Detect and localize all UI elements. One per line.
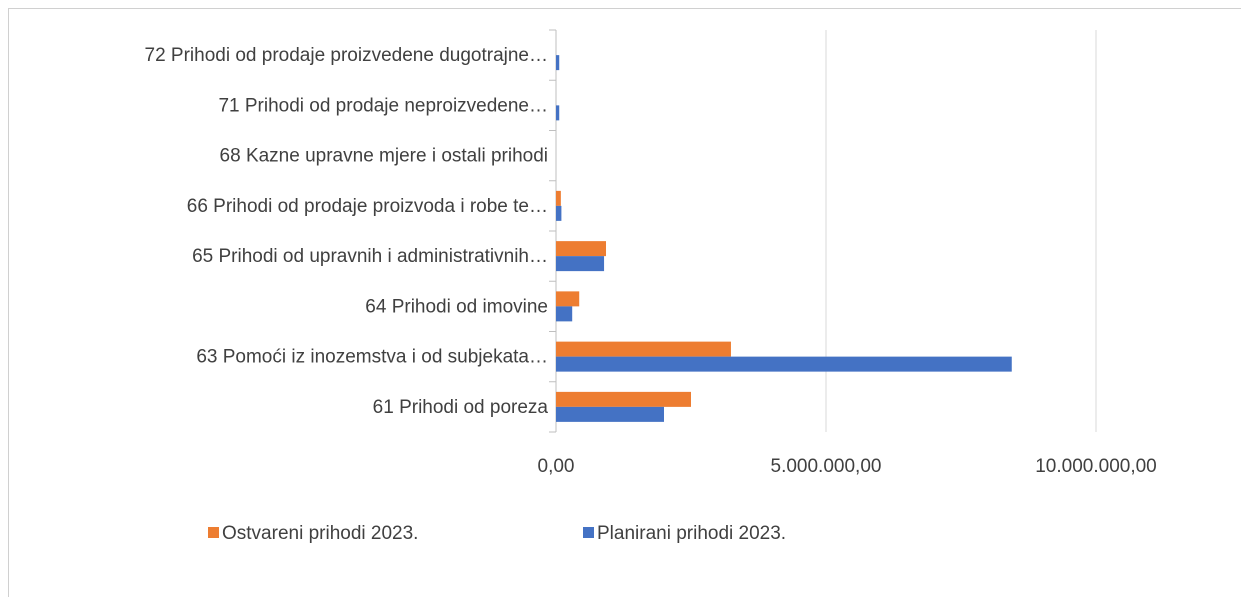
bar: [556, 391, 691, 407]
y-tick-label: 65 Prihodi od upravnih i administrativni…: [192, 246, 548, 267]
bar: [556, 256, 605, 272]
bar: [556, 205, 562, 221]
y-tick-label: 71 Prihodi od prodaje neproizvedene…: [218, 95, 548, 116]
bar: [556, 306, 573, 322]
legend-label: Ostvareni prihodi 2023.: [222, 523, 418, 544]
x-tick-label: 5.000.000,00: [771, 456, 882, 477]
bar: [556, 105, 560, 121]
y-tick-label: 63 Pomoći iz inozemstva i od subjekata…: [196, 347, 548, 368]
legend-label: Planirani prihodi 2023.: [597, 523, 786, 544]
y-tick-label: 72 Prihodi od prodaje proizvedene dugotr…: [145, 45, 549, 66]
y-tick-label: 68 Kazne upravne mjere i ostali prihodi: [220, 146, 548, 167]
legend-swatch: [208, 527, 219, 538]
x-tick-label: 0,00: [538, 456, 575, 477]
chart-border: [8, 8, 1241, 597]
bar: [556, 291, 580, 307]
y-tick-label: 66 Prihodi od prodaje proizvoda i robe t…: [187, 196, 548, 217]
bar: [556, 406, 664, 422]
y-tick-label: 64 Prihodi od imovine: [365, 296, 548, 317]
bar: [556, 190, 561, 206]
legend-swatch: [583, 527, 594, 538]
bar: [556, 55, 560, 71]
bar: [556, 356, 1012, 372]
bar: [556, 241, 607, 257]
x-tick-label: 10.000.000,00: [1035, 456, 1157, 477]
y-tick-label: 61 Prihodi od poreza: [373, 397, 549, 418]
bar: [556, 341, 731, 357]
